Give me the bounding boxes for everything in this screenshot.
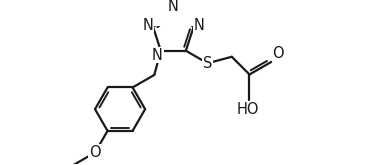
Text: N: N [142,18,153,33]
Text: N: N [152,48,163,63]
Text: N: N [193,18,204,33]
Text: S: S [203,56,212,71]
Text: HO: HO [237,102,260,117]
Text: O: O [272,46,284,61]
Text: O: O [89,145,101,160]
Text: N: N [168,0,179,14]
